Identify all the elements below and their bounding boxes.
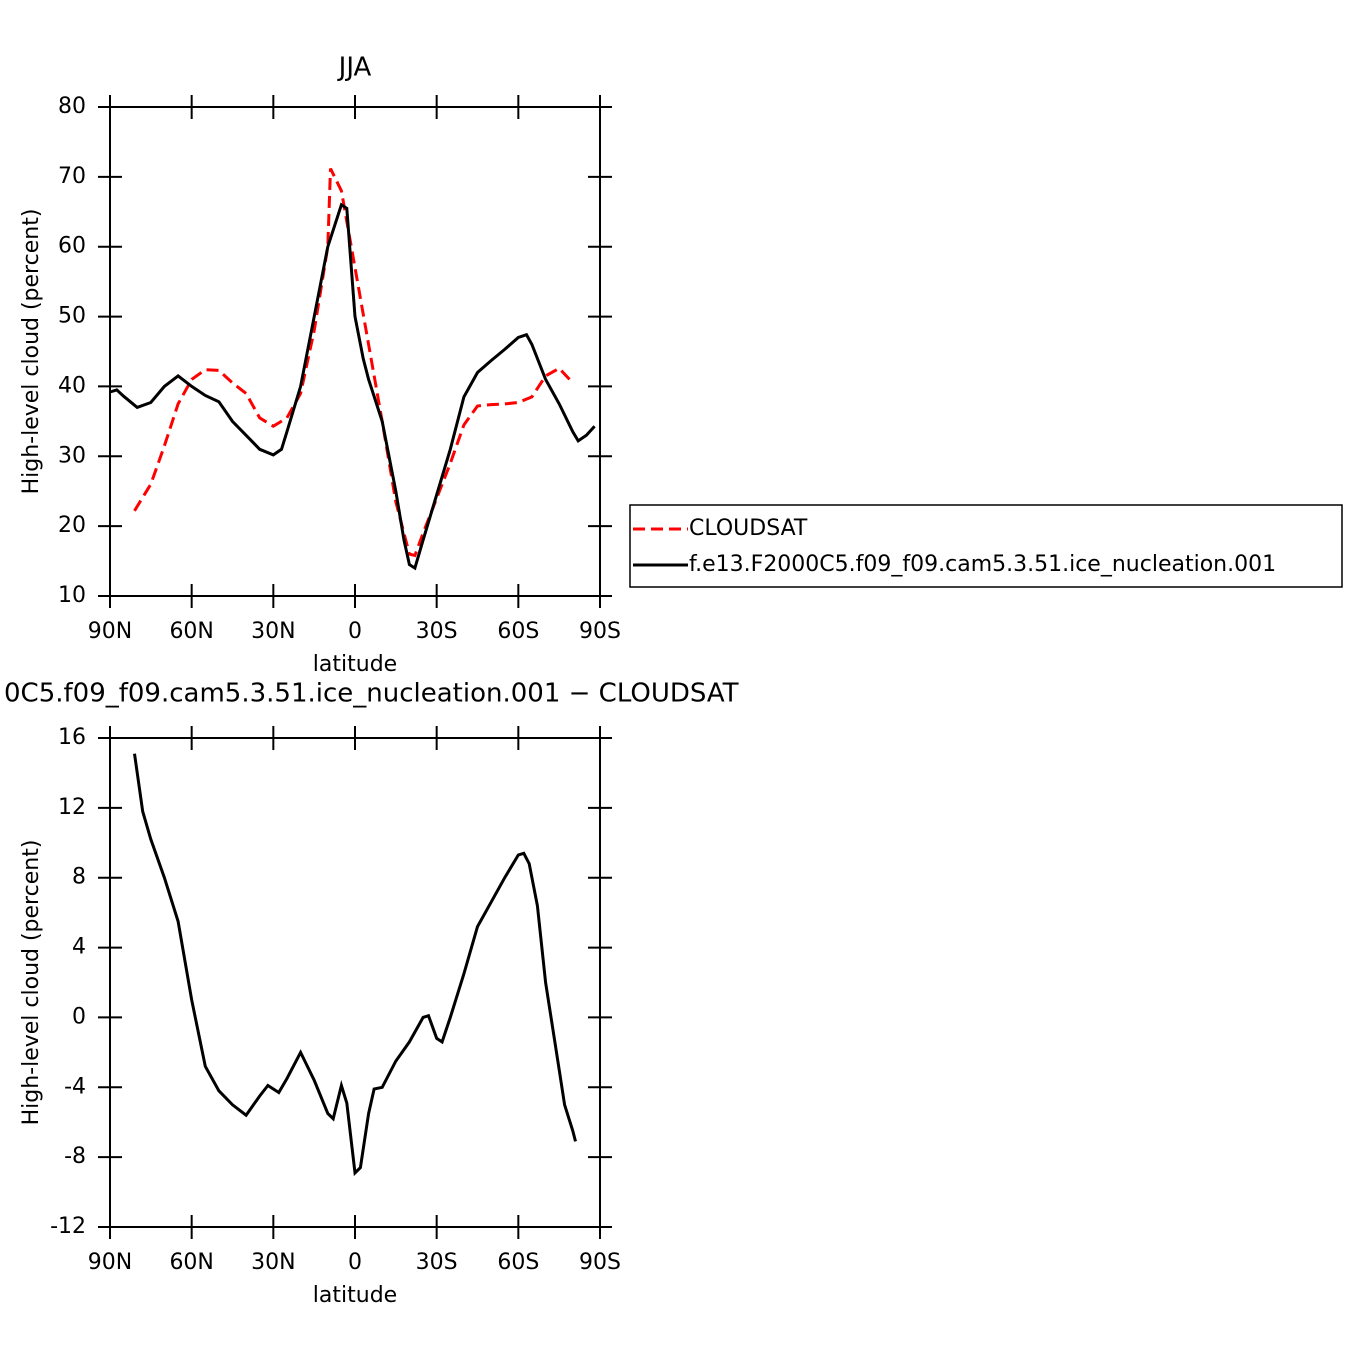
legend-label: f.e13.F2000C5.f09_f09.cam5.3.51.ice_nucl…	[689, 552, 1276, 577]
y-tick-label: 16	[58, 725, 86, 750]
y-tick-label: 60	[58, 234, 86, 259]
y-tick-label: 20	[58, 513, 86, 538]
y-tick-label: 80	[58, 94, 86, 119]
y-tick-label: -12	[50, 1214, 86, 1239]
x-tick-label: 30S	[416, 1250, 458, 1275]
series-line	[109, 202, 596, 571]
x-tick-label: 60S	[497, 1250, 539, 1275]
x-tick-label: 0	[348, 619, 362, 644]
y-tick-label: 50	[58, 304, 86, 329]
y-tick-label: 40	[58, 373, 86, 398]
y-tick-label: 12	[58, 795, 86, 820]
y-tick-label: 70	[58, 164, 86, 189]
x-tick-label: 60S	[497, 619, 539, 644]
legend-box	[629, 504, 1343, 588]
x-tick-label: 90N	[88, 619, 132, 644]
x-tick-label: 90S	[579, 1250, 621, 1275]
series-line	[133, 753, 577, 1177]
x-tick-label: 60N	[169, 619, 213, 644]
plot-frame	[109, 737, 601, 1228]
x-tick-label: 0	[348, 1250, 362, 1275]
y-axis-label: High-level cloud (percent)	[19, 840, 44, 1126]
x-tick-label: 30N	[251, 619, 295, 644]
y-tick-label: 0	[72, 1004, 86, 1029]
x-tick-label: 90N	[88, 1250, 132, 1275]
y-tick-label: 8	[72, 865, 86, 890]
x-axis-label: latitude	[313, 1283, 397, 1308]
y-tick-label: -8	[64, 1144, 86, 1169]
y-tick-label: 10	[58, 583, 86, 608]
series-line	[133, 167, 574, 558]
y-tick-label: 4	[72, 935, 86, 960]
x-tick-label: 30N	[251, 1250, 295, 1275]
chart-title: 0C5.f09_f09.cam5.3.51.ice_nucleation.001…	[4, 679, 739, 709]
chart-title: JJA	[337, 53, 372, 83]
x-tick-label: 60N	[169, 1250, 213, 1275]
y-tick-label: 30	[58, 443, 86, 468]
x-axis-label: latitude	[313, 652, 397, 677]
y-axis-label: High-level cloud (percent)	[19, 209, 44, 495]
y-tick-label: -4	[64, 1074, 86, 1099]
plot-frame	[109, 106, 601, 597]
x-tick-label: 90S	[579, 619, 621, 644]
legend-label: CLOUDSAT	[689, 516, 808, 541]
x-tick-label: 30S	[416, 619, 458, 644]
